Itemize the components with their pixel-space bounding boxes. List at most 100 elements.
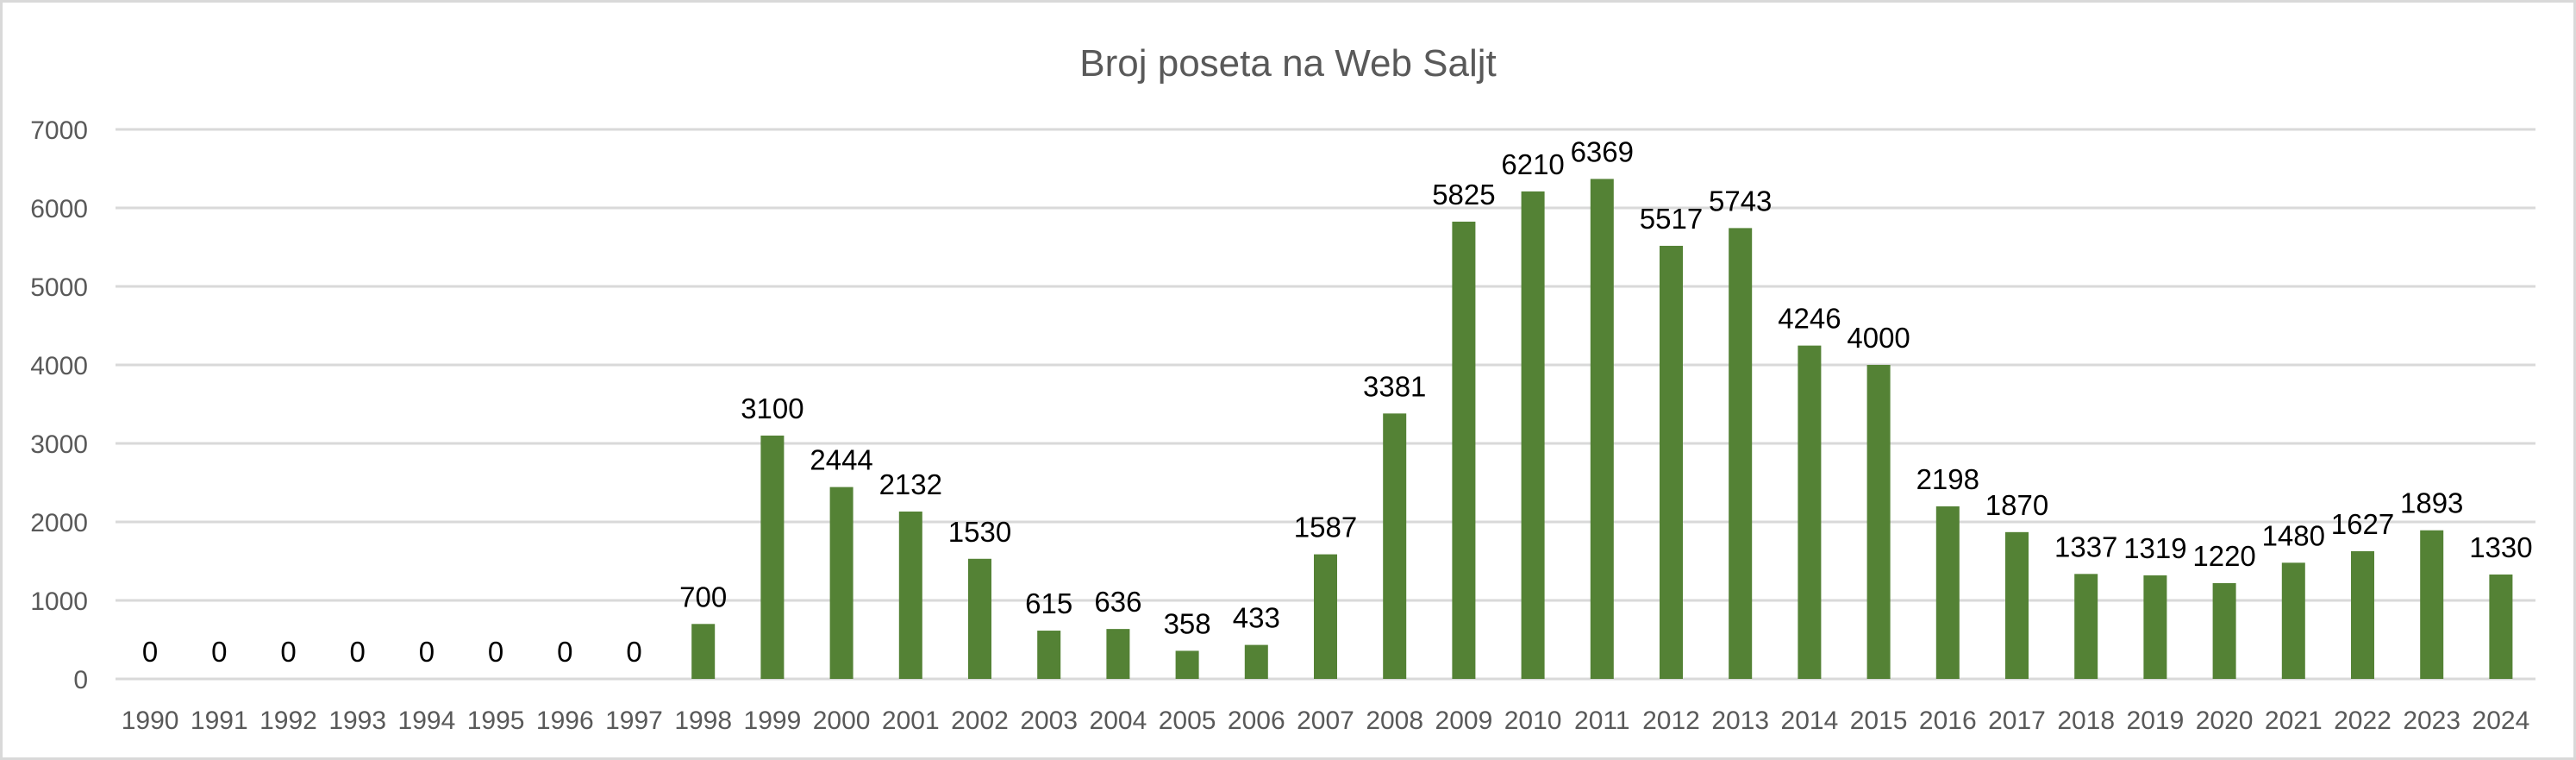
y-tick-label: 4000 — [30, 352, 88, 380]
data-label: 3381 — [1363, 370, 1426, 402]
y-tick-label: 2000 — [30, 509, 88, 537]
x-tick-label: 2017 — [1988, 707, 2046, 735]
x-tick-label: 2002 — [951, 707, 1009, 735]
data-label: 2198 — [1916, 463, 1979, 495]
x-tick-label: 1997 — [605, 707, 663, 735]
data-label: 1337 — [2054, 531, 2117, 562]
bar-2011 — [1590, 179, 1614, 679]
bar-2000 — [829, 487, 853, 679]
bar-2003 — [1037, 631, 1061, 679]
y-tick-label: 3000 — [30, 430, 88, 459]
bar-2012 — [1660, 245, 1683, 679]
y-tick-label: 5000 — [30, 273, 88, 302]
data-label: 1319 — [2123, 532, 2186, 564]
data-label: 1330 — [2469, 531, 2532, 563]
data-label: 4246 — [1778, 303, 1841, 335]
bar-2010 — [1521, 191, 1545, 679]
bar-1998 — [691, 624, 716, 679]
bar-2006 — [1244, 644, 1268, 679]
bar-2020 — [2212, 582, 2236, 679]
y-tick-label: 7000 — [30, 116, 88, 145]
x-tick-label: 1998 — [674, 707, 732, 735]
bar-2005 — [1175, 650, 1199, 679]
bar-1999 — [760, 435, 785, 679]
x-tick-label: 2012 — [1642, 707, 1700, 735]
data-label: 0 — [280, 636, 296, 668]
bar-2023 — [2420, 530, 2444, 679]
data-label: 433 — [1233, 602, 1280, 634]
x-tick-label: 2014 — [1781, 707, 1839, 735]
x-tick-label: 1993 — [328, 707, 386, 735]
x-tick-label: 2006 — [1228, 707, 1285, 735]
y-tick-label: 6000 — [30, 195, 88, 223]
data-label: 4000 — [1847, 322, 1910, 354]
data-label: 1530 — [948, 516, 1011, 548]
data-label: 0 — [419, 636, 435, 668]
x-tick-label: 2008 — [1366, 707, 1423, 735]
data-label: 2132 — [879, 468, 942, 500]
x-tick-label: 1996 — [536, 707, 594, 735]
bar-2008 — [1383, 413, 1407, 679]
x-tick-label: 1991 — [191, 707, 248, 735]
y-tick-label: 0 — [73, 666, 88, 694]
data-label: 6210 — [1501, 148, 1564, 180]
x-tick-label: 2018 — [2057, 707, 2115, 735]
bar-2024 — [2489, 574, 2513, 679]
x-tick-label: 2001 — [882, 707, 940, 735]
data-label: 1893 — [2400, 487, 2463, 519]
x-tick-label: 2004 — [1090, 707, 1147, 735]
bar-2001 — [898, 511, 922, 679]
bar-2018 — [2074, 574, 2098, 679]
bar-2014 — [1798, 345, 1822, 679]
bar-2009 — [1452, 221, 1476, 679]
data-label: 0 — [350, 636, 366, 668]
bar-2017 — [2005, 531, 2029, 679]
bar-2002 — [968, 558, 991, 679]
y-tick-label: 1000 — [30, 587, 88, 616]
data-label: 0 — [488, 636, 503, 668]
bar-2019 — [2143, 575, 2167, 679]
x-tick-label: 2016 — [1919, 707, 1977, 735]
data-label: 1587 — [1294, 512, 1357, 543]
x-tick-label: 2000 — [813, 707, 871, 735]
x-tick-label: 2020 — [2196, 707, 2254, 735]
bar-2004 — [1106, 629, 1130, 679]
data-label: 615 — [1025, 587, 1072, 619]
chart-title: Broj poseta na Web Saljt — [1079, 42, 1496, 85]
x-tick-label: 2009 — [1435, 707, 1493, 735]
data-label: 636 — [1094, 586, 1141, 618]
x-tick-label: 1992 — [259, 707, 317, 735]
x-tick-label: 2010 — [1504, 707, 1562, 735]
x-tick-label: 2007 — [1297, 707, 1354, 735]
x-tick-label: 1994 — [398, 707, 456, 735]
x-tick-label: 2015 — [1850, 707, 1908, 735]
data-label: 0 — [211, 636, 227, 668]
data-label: 1870 — [1985, 489, 2048, 521]
x-tick-label: 1990 — [122, 707, 179, 735]
x-tick-label: 2011 — [1574, 707, 1630, 735]
data-label: 5743 — [1709, 185, 1772, 217]
x-tick-label: 1995 — [467, 707, 525, 735]
data-label: 0 — [557, 636, 572, 668]
data-label: 1480 — [2262, 519, 2325, 551]
x-tick-label: 2013 — [1711, 707, 1769, 735]
bar-2015 — [1866, 365, 1891, 679]
x-tick-label: 2024 — [2473, 707, 2530, 735]
x-tick-label: 2003 — [1020, 707, 1078, 735]
bar-2007 — [1314, 554, 1337, 679]
data-label: 2444 — [810, 444, 872, 476]
data-label: 1220 — [2192, 540, 2255, 572]
bar-2022 — [2351, 550, 2374, 679]
data-label: 5517 — [1640, 203, 1703, 235]
data-label: 358 — [1164, 607, 1211, 639]
data-label: 3100 — [741, 393, 803, 424]
data-label: 5825 — [1432, 179, 1495, 210]
data-label: 0 — [142, 636, 158, 668]
x-tick-label: 1999 — [744, 707, 802, 735]
x-tick-label: 2022 — [2334, 707, 2392, 735]
x-tick-label: 2023 — [2403, 707, 2460, 735]
bar-2013 — [1729, 228, 1753, 680]
x-tick-label: 2005 — [1159, 707, 1216, 735]
data-label: 6369 — [1571, 135, 1634, 167]
